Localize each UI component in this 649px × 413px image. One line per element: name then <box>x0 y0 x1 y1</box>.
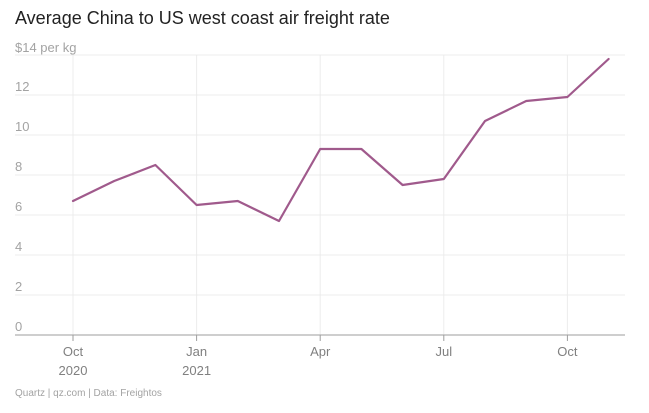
x-axis-labels: Oct 2020 Jan 2021 Apr Jul Oct <box>59 344 578 378</box>
y-tick-label: 6 <box>15 199 22 214</box>
y-tick-label: 10 <box>15 119 29 134</box>
source-footer: Quartz | qz.com | Data: Freightos <box>15 388 162 399</box>
x-tick-label: Apr <box>310 344 331 359</box>
x-tick-year-label: 2020 <box>59 363 88 378</box>
y-axis-labels: 0 2 4 6 8 10 12 <box>15 79 29 334</box>
y-tick-label: 0 <box>15 319 22 334</box>
x-tick-label: Oct <box>557 344 578 359</box>
x-tick-label: Jul <box>435 344 452 359</box>
y-tick-label: 2 <box>15 279 22 294</box>
x-tick-label: Oct <box>63 344 84 359</box>
y-tick-label: 4 <box>15 239 22 254</box>
series-line <box>71 57 610 223</box>
chart-title: Average China to US west coast air freig… <box>15 8 390 28</box>
y-axis-top-label: $14 per kg <box>15 40 76 55</box>
x-tick-year-label: 2021 <box>182 363 211 378</box>
x-tick-label: Jan <box>186 344 207 359</box>
y-tick-label: 12 <box>15 79 29 94</box>
series-group <box>71 57 610 223</box>
y-tick-label: 8 <box>15 159 22 174</box>
grid-lines <box>15 54 625 341</box>
